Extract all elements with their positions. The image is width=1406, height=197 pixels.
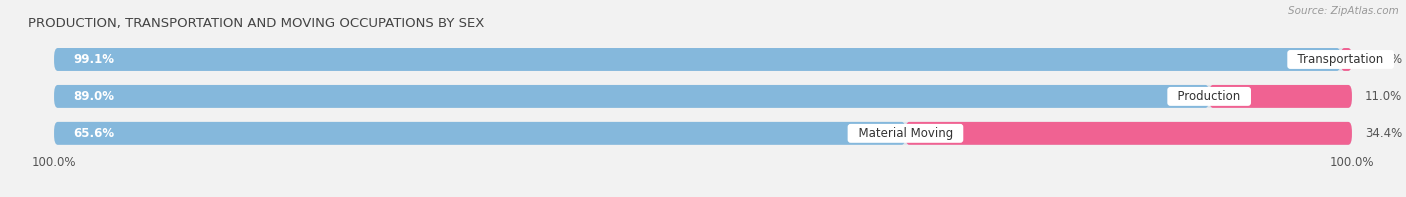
FancyBboxPatch shape [53, 85, 1209, 108]
FancyBboxPatch shape [53, 122, 905, 145]
Text: Material Moving: Material Moving [851, 127, 960, 140]
FancyBboxPatch shape [905, 122, 1353, 145]
FancyBboxPatch shape [53, 48, 1353, 71]
Text: 11.0%: 11.0% [1365, 90, 1402, 103]
Text: PRODUCTION, TRANSPORTATION AND MOVING OCCUPATIONS BY SEX: PRODUCTION, TRANSPORTATION AND MOVING OC… [28, 17, 485, 30]
FancyBboxPatch shape [1209, 85, 1353, 108]
FancyBboxPatch shape [53, 48, 1341, 71]
FancyBboxPatch shape [53, 122, 1353, 145]
FancyBboxPatch shape [53, 85, 1353, 108]
Text: 89.0%: 89.0% [73, 90, 114, 103]
Text: 65.6%: 65.6% [73, 127, 115, 140]
FancyBboxPatch shape [1341, 48, 1353, 71]
Text: Transportation: Transportation [1291, 53, 1391, 66]
Text: Production: Production [1170, 90, 1249, 103]
Text: 0.87%: 0.87% [1365, 53, 1402, 66]
Text: 34.4%: 34.4% [1365, 127, 1402, 140]
Text: Source: ZipAtlas.com: Source: ZipAtlas.com [1288, 6, 1399, 16]
Text: 99.1%: 99.1% [73, 53, 114, 66]
